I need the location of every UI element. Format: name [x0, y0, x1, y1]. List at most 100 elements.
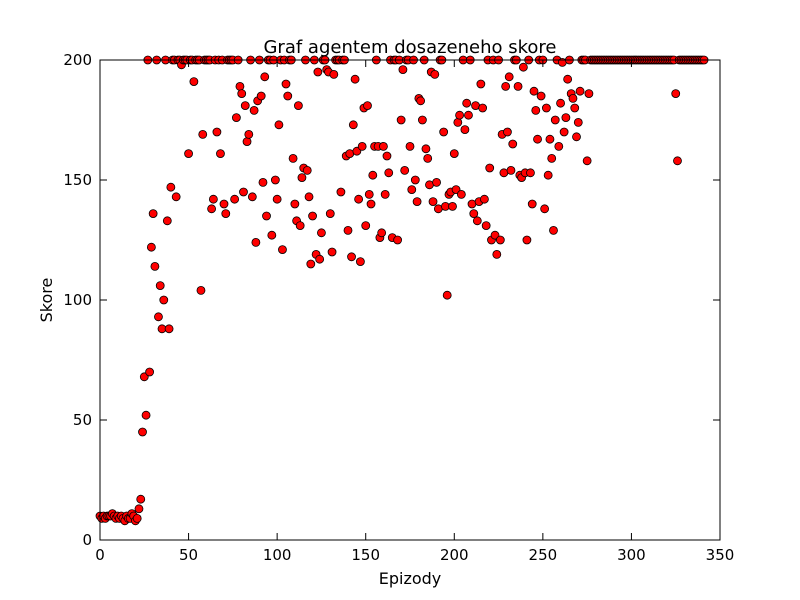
x-tick-label: 150: [351, 546, 380, 564]
point: [412, 197, 422, 207]
point: [495, 235, 505, 245]
point: [556, 98, 565, 108]
point: [249, 106, 259, 115]
point: [417, 115, 427, 125]
x-tick-label: 250: [529, 546, 558, 564]
point: [536, 91, 546, 101]
point: [348, 120, 358, 130]
point: [272, 194, 282, 204]
point: [242, 137, 252, 147]
y-tick-label: 150: [63, 171, 92, 189]
point: [274, 120, 284, 130]
point: [231, 113, 241, 122]
point: [343, 225, 353, 235]
x-tick-label: 0: [95, 546, 105, 564]
point: [146, 242, 156, 252]
point: [398, 65, 408, 74]
point: [302, 165, 312, 175]
point: [492, 249, 502, 259]
point: [405, 141, 415, 151]
point: [198, 129, 208, 139]
point: [329, 70, 339, 79]
x-tick-label: 50: [179, 546, 198, 564]
point: [304, 192, 314, 202]
point: [379, 141, 388, 151]
point: [393, 235, 403, 245]
point: [479, 194, 489, 204]
point: [141, 410, 151, 420]
point: [449, 149, 459, 159]
point: [439, 127, 449, 137]
point: [260, 72, 270, 82]
point: [368, 170, 378, 180]
point: [281, 79, 291, 89]
point: [472, 216, 482, 226]
point: [293, 101, 303, 110]
y-tick-label: 100: [63, 291, 92, 309]
point: [573, 118, 583, 127]
x-tick-label: 300: [617, 546, 646, 564]
point: [313, 67, 323, 77]
point: [547, 153, 557, 163]
point: [550, 115, 560, 125]
point: [460, 125, 470, 135]
point: [407, 185, 417, 195]
point: [230, 194, 240, 204]
point: [396, 115, 406, 125]
point: [476, 79, 486, 89]
point: [189, 77, 199, 86]
point: [247, 192, 257, 202]
point: [421, 144, 431, 154]
point: [145, 367, 155, 377]
point: [503, 127, 512, 137]
point: [148, 209, 158, 219]
point: [464, 110, 473, 120]
point: [582, 156, 592, 166]
x-tick-label: 350: [706, 546, 735, 564]
point: [366, 199, 376, 209]
point: [400, 165, 410, 175]
point: [501, 82, 511, 91]
point: [306, 259, 316, 269]
point: [207, 204, 217, 214]
point: [671, 89, 681, 98]
point: [357, 141, 367, 151]
y-axis-label: Skore: [37, 278, 56, 323]
point: [166, 182, 176, 192]
point: [504, 72, 514, 82]
point: [283, 91, 293, 101]
point: [432, 177, 441, 187]
point: [377, 228, 387, 238]
point: [361, 221, 371, 231]
point: [132, 514, 142, 523]
point: [317, 228, 326, 238]
y-tick-label: 50: [73, 411, 92, 429]
point: [355, 257, 365, 267]
x-axis-label: Epizody: [379, 569, 442, 588]
point: [559, 127, 569, 137]
point: [270, 175, 280, 185]
point: [208, 194, 218, 204]
point: [416, 96, 426, 106]
point: [485, 163, 495, 173]
point: [308, 211, 317, 221]
point: [570, 103, 580, 113]
point: [380, 189, 390, 199]
point: [258, 177, 268, 187]
point: [325, 209, 335, 219]
point: [540, 204, 550, 214]
point: [469, 209, 479, 219]
point: [154, 312, 163, 322]
point: [327, 247, 337, 257]
point: [430, 70, 440, 79]
point: [673, 156, 682, 166]
point: [363, 101, 372, 110]
point: [288, 153, 298, 163]
point: [364, 189, 374, 199]
point: [219, 199, 229, 209]
point: [531, 106, 541, 115]
point: [171, 192, 181, 202]
point: [518, 62, 528, 72]
point: [428, 197, 438, 207]
point: [235, 82, 245, 91]
